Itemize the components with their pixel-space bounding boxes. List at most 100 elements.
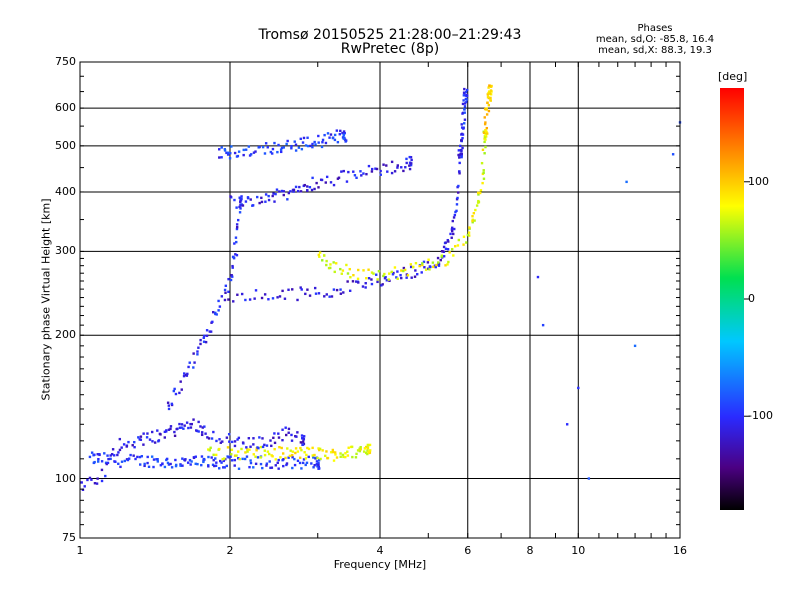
data-point bbox=[392, 271, 395, 275]
data-point bbox=[175, 463, 178, 467]
data-point bbox=[288, 454, 292, 458]
data-point bbox=[277, 458, 280, 462]
data-point bbox=[395, 276, 398, 279]
data-point bbox=[486, 95, 490, 99]
data-point bbox=[267, 198, 271, 202]
data-point bbox=[258, 436, 261, 439]
data-point bbox=[239, 207, 242, 210]
data-point bbox=[306, 136, 309, 139]
data-point bbox=[156, 460, 159, 463]
data-point bbox=[426, 261, 430, 264]
data-point bbox=[405, 276, 408, 279]
colorbar-tick-label: 100 bbox=[748, 174, 769, 188]
data-point bbox=[92, 453, 95, 457]
data-point bbox=[485, 113, 489, 116]
data-point bbox=[204, 432, 207, 435]
data-point bbox=[329, 263, 332, 266]
data-point bbox=[298, 185, 301, 189]
data-point bbox=[461, 136, 464, 140]
data-point bbox=[227, 456, 230, 459]
data-point bbox=[118, 437, 122, 441]
data-point bbox=[231, 266, 234, 269]
data-point bbox=[317, 134, 320, 138]
data-point bbox=[97, 457, 100, 461]
data-point bbox=[218, 305, 222, 308]
data-point bbox=[169, 427, 172, 431]
data-point bbox=[224, 291, 227, 295]
data-point bbox=[370, 282, 374, 286]
data-point bbox=[301, 461, 305, 465]
data-point bbox=[339, 129, 342, 133]
data-point bbox=[246, 450, 249, 453]
data-point bbox=[461, 146, 464, 150]
data-point bbox=[487, 92, 491, 95]
data-point bbox=[335, 288, 339, 292]
data-point bbox=[461, 111, 465, 115]
data-point bbox=[342, 291, 345, 294]
data-point bbox=[294, 143, 298, 146]
data-point bbox=[383, 277, 387, 280]
data-point bbox=[336, 140, 340, 144]
data-point bbox=[239, 204, 242, 207]
data-point bbox=[414, 262, 418, 265]
data-point bbox=[386, 170, 389, 173]
data-point bbox=[178, 426, 182, 429]
data-point bbox=[267, 298, 270, 301]
data-point bbox=[273, 200, 276, 203]
data-point bbox=[342, 134, 346, 137]
data-point bbox=[96, 453, 99, 456]
data-point bbox=[468, 234, 471, 237]
data-point bbox=[209, 446, 212, 449]
data-point bbox=[304, 292, 307, 296]
data-point bbox=[278, 445, 281, 449]
data-point bbox=[485, 130, 488, 134]
data-point bbox=[236, 438, 239, 441]
data-point bbox=[196, 353, 199, 356]
data-point bbox=[188, 361, 191, 364]
data-point bbox=[489, 99, 492, 102]
data-point bbox=[129, 453, 132, 457]
data-point bbox=[248, 465, 251, 469]
data-point bbox=[444, 247, 448, 251]
data-point bbox=[211, 310, 215, 314]
data-point bbox=[291, 450, 295, 453]
data-point bbox=[96, 460, 100, 463]
data-point bbox=[346, 280, 349, 283]
data-point bbox=[231, 275, 234, 278]
data-point bbox=[201, 426, 204, 429]
data-point bbox=[317, 253, 321, 257]
data-point bbox=[317, 447, 320, 450]
data-point bbox=[451, 226, 454, 229]
data-point bbox=[387, 278, 390, 281]
data-point bbox=[303, 183, 306, 187]
data-point bbox=[261, 145, 265, 149]
data-point bbox=[331, 450, 335, 454]
data-point bbox=[486, 93, 489, 96]
data-point bbox=[477, 193, 480, 196]
data-point bbox=[347, 170, 350, 174]
data-point bbox=[456, 191, 460, 194]
data-point bbox=[192, 352, 195, 355]
data-point bbox=[247, 437, 251, 440]
data-point bbox=[280, 189, 284, 193]
data-point bbox=[367, 450, 370, 453]
data-point bbox=[452, 254, 455, 257]
data-point bbox=[186, 461, 190, 464]
data-point bbox=[278, 190, 281, 193]
data-point bbox=[291, 466, 294, 470]
data-point bbox=[317, 465, 321, 469]
data-point bbox=[462, 99, 465, 102]
data-point bbox=[450, 229, 454, 233]
data-point bbox=[363, 447, 367, 450]
colorbar-tick-label: -100 bbox=[748, 409, 773, 423]
data-point bbox=[90, 478, 93, 481]
data-point bbox=[442, 255, 446, 258]
data-point bbox=[455, 203, 459, 206]
data-point bbox=[182, 427, 185, 430]
data-point bbox=[359, 448, 362, 451]
data-point bbox=[365, 172, 368, 176]
data-point bbox=[167, 407, 171, 411]
data-point bbox=[446, 263, 449, 266]
data-point bbox=[170, 402, 174, 406]
data-point bbox=[252, 443, 255, 446]
